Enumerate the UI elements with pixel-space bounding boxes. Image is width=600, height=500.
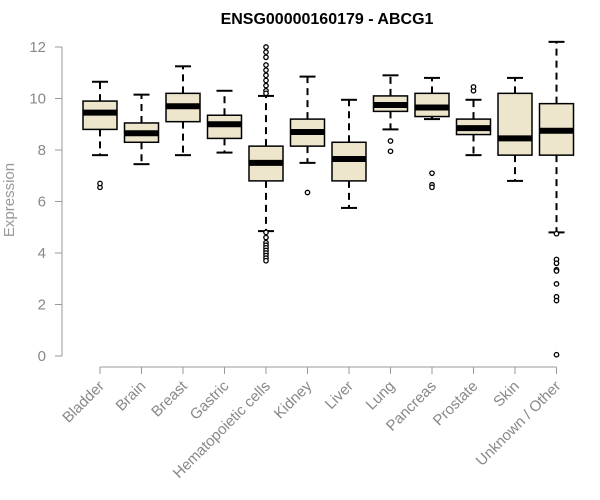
y-tick-label: 8: [38, 142, 46, 159]
x-tick-label: Breast: [148, 377, 191, 420]
box-skin: [497, 76, 533, 182]
outlier-point: [263, 82, 269, 89]
box-bladder: [82, 80, 118, 191]
box-unknown-other: [538, 40, 575, 358]
y-axis-label: Expression: [1, 163, 18, 237]
box-breast: [165, 65, 201, 157]
outlier-point: [387, 138, 394, 144]
outlier-point: [263, 90, 269, 97]
x-tick-label: Bladder: [59, 378, 108, 427]
y-axis: 0 2 4 6 8 10 12: [29, 39, 63, 365]
outlier-point: [97, 180, 103, 187]
x-tick-label: Kidney: [271, 377, 316, 422]
box-gastric: [206, 89, 243, 154]
outlier-point: [553, 351, 560, 358]
outlier-point: [553, 281, 560, 287]
outlier-point: [263, 234, 269, 241]
outlier-point: [263, 44, 269, 50]
outlier-point: [263, 257, 269, 264]
box-prostate: [455, 84, 492, 157]
box-iqr: [497, 92, 533, 156]
x-tick-label: Lung: [363, 378, 399, 414]
y-tick-label: 4: [38, 245, 46, 262]
x-tick-label: Skin: [490, 378, 523, 411]
y-tick-label: 0: [38, 348, 46, 365]
x-tick-label: Liver: [322, 378, 357, 413]
outlier-point: [429, 184, 435, 191]
outlier-point: [263, 67, 269, 74]
y-tick-label: 10: [29, 91, 46, 108]
outlier-point: [553, 230, 560, 237]
y-tick-label: 6: [38, 194, 46, 211]
outlier-point: [304, 189, 311, 196]
y-tick-label: 2: [38, 297, 46, 314]
box-liver: [331, 98, 367, 209]
outlier-point: [263, 77, 269, 84]
x-tick-label: Prostate: [430, 378, 482, 430]
outlier-point: [470, 84, 477, 90]
outlier-point: [429, 170, 435, 177]
chart-title: ENSG00000160179 - ABCG1: [221, 11, 434, 28]
outlier-point: [553, 260, 560, 267]
outlier-point: [263, 72, 269, 79]
outlier-point: [263, 54, 269, 61]
box-brain: [123, 93, 160, 166]
outlier-point: [553, 268, 560, 274]
x-tick-label: Brain: [113, 378, 150, 415]
outlier-point: [263, 62, 269, 68]
box-kidney: [289, 75, 326, 196]
box-lung: [372, 74, 409, 155]
outlier-point: [263, 49, 269, 56]
outlier-point: [263, 229, 269, 236]
box-series: [82, 40, 575, 358]
box-pancreas: [414, 76, 450, 191]
outlier-point: [553, 297, 560, 304]
outlier-point: [387, 148, 394, 155]
box-hematopoietic-cells: [248, 44, 284, 264]
y-tick-label: 12: [29, 39, 46, 56]
